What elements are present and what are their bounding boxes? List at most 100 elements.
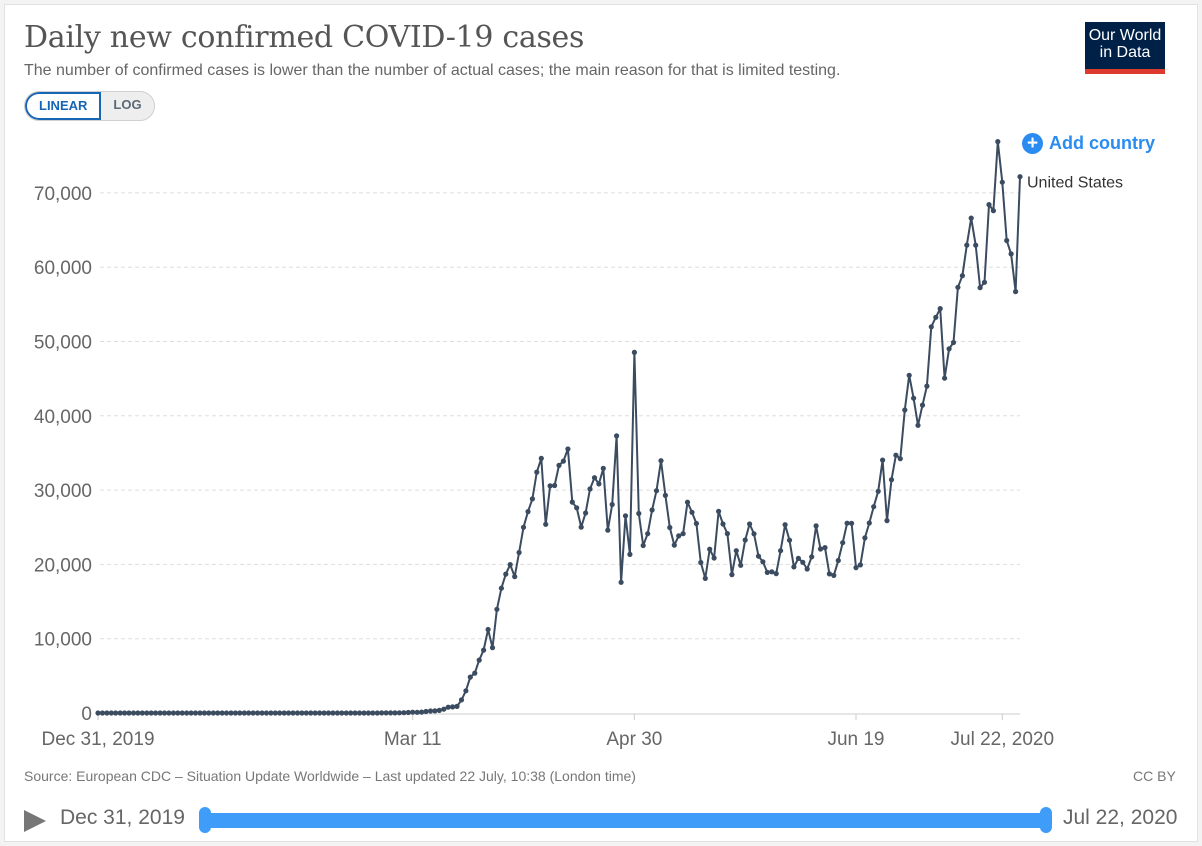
data-point [192, 710, 199, 716]
data-point [405, 709, 411, 716]
line-chart: 0 10,000 20,000 30,000 40,000 50,000 60,000 70,… [34, 139, 1123, 750]
add-country-label: Add country [1049, 133, 1155, 153]
data-point [751, 531, 757, 537]
data-point [144, 710, 150, 716]
data-point [942, 375, 948, 381]
data-point [631, 349, 638, 355]
data-point [481, 647, 487, 653]
data-point [928, 324, 934, 330]
data-point [489, 645, 496, 651]
data-point [232, 710, 238, 716]
data-point [388, 710, 394, 716]
y-tick-label: 20,000 [34, 555, 92, 576]
data-point [866, 520, 872, 526]
data-point [871, 504, 877, 510]
play-icon[interactable] [24, 810, 46, 832]
data-point [778, 548, 784, 554]
data-point [880, 457, 886, 463]
y-tick-label: 0 [81, 704, 92, 725]
data-point [201, 710, 207, 716]
data-point [636, 510, 642, 517]
data-point [999, 179, 1005, 185]
data-point [343, 710, 349, 716]
data-point [219, 710, 225, 716]
data-point [126, 710, 132, 716]
data-point [977, 285, 983, 291]
data-point [800, 559, 806, 565]
timeline-start-label: Dec 31, 2019 [60, 806, 185, 829]
data-point [919, 402, 926, 408]
data-point [875, 488, 881, 494]
chart-title: Daily new confirmed COVID-19 cases [24, 20, 585, 55]
log-scale-button[interactable]: LOG [113, 97, 142, 112]
data-point [950, 339, 957, 346]
source-note: Source: European CDC – Situation Update … [24, 768, 636, 784]
x-axis: Dec 31, 2019 Mar 11 Apr 30 Jun 19 Jul 22, 20… [41, 713, 1054, 750]
data-point [361, 710, 367, 716]
data-point [835, 557, 841, 564]
data-point [414, 709, 420, 715]
data-point [259, 710, 265, 716]
data-point [742, 537, 748, 543]
data-point [184, 710, 190, 716]
data-point [321, 710, 327, 716]
data-point [791, 564, 797, 570]
add-country-button[interactable]: + Add country [1022, 133, 1155, 154]
data-point [286, 710, 292, 716]
data-point [990, 208, 997, 214]
data-point [764, 569, 770, 576]
y-tick-label: 70,000 [34, 184, 92, 205]
data-point [445, 704, 451, 710]
logo-line-1: Our World [1088, 27, 1162, 44]
data-point [410, 709, 416, 715]
owid-logo[interactable]: Our World in Data [1085, 22, 1165, 74]
data-point [529, 496, 536, 502]
data-point [166, 710, 172, 716]
data-point [463, 688, 469, 694]
data-point [356, 710, 363, 716]
data-point [525, 509, 531, 515]
data-point [622, 513, 629, 519]
data-point [817, 546, 824, 552]
data-point [485, 626, 491, 633]
timeline-end-handle[interactable] [1040, 807, 1052, 833]
data-point [210, 710, 216, 716]
data-point [534, 469, 540, 475]
data-point [122, 710, 128, 716]
data-point [352, 710, 358, 716]
data-point [711, 555, 717, 561]
data-point [640, 542, 646, 549]
timeline-track[interactable] [204, 813, 1047, 828]
data-point [494, 606, 500, 612]
data-point [702, 575, 708, 582]
data-point [281, 710, 287, 716]
data-point [653, 488, 660, 494]
data-point [667, 524, 673, 531]
series-united-states [95, 139, 1023, 716]
data-point [760, 559, 766, 565]
data-point [578, 524, 584, 530]
timeline-start-handle[interactable] [199, 807, 211, 833]
data-point [379, 710, 385, 716]
linear-scale-button[interactable]: LINEAR [25, 92, 102, 120]
data-point [113, 710, 119, 716]
data-point [1013, 289, 1019, 295]
data-point [250, 710, 256, 716]
data-point [547, 483, 553, 489]
license-link[interactable]: CC BY [1133, 768, 1176, 784]
data-point [729, 572, 735, 578]
data-point [645, 531, 651, 537]
data-point [605, 527, 611, 533]
x-tick-label: Jun 19 [827, 729, 884, 750]
logo-line-2: in Data [1099, 44, 1151, 61]
data-point [290, 710, 296, 716]
data-point [108, 710, 114, 716]
data-point [680, 531, 686, 537]
data-point [325, 710, 332, 716]
data-point [503, 571, 509, 577]
data-point [130, 710, 137, 716]
data-point [560, 458, 567, 464]
data-point [277, 710, 283, 716]
data-point [649, 507, 655, 513]
series-label-united-states[interactable]: United States [1027, 175, 1123, 192]
